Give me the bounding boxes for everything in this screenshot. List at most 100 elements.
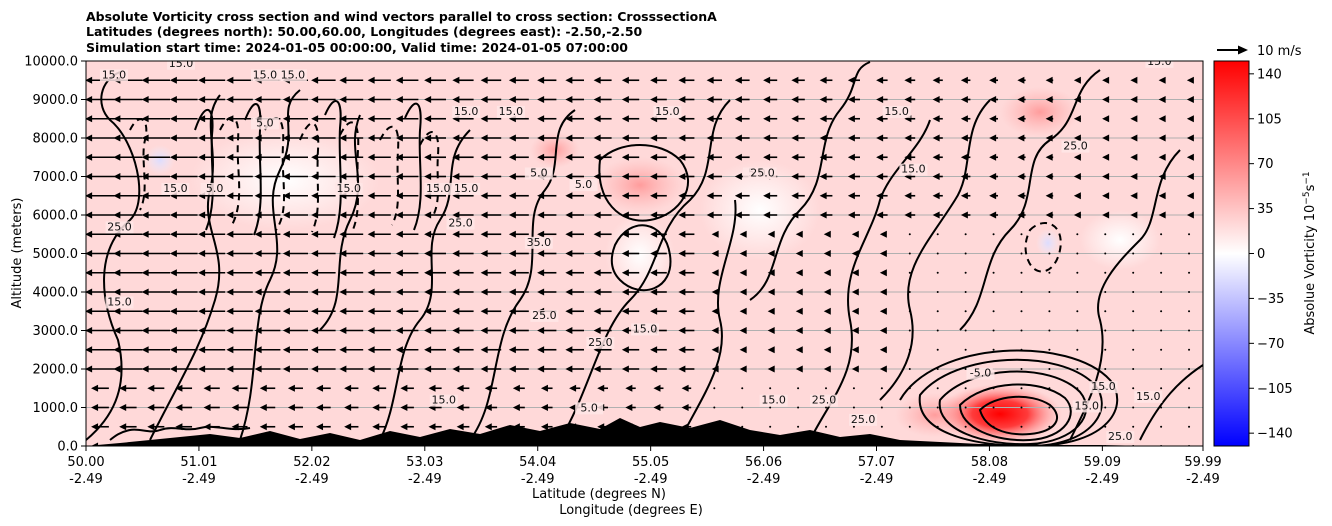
wind-vector-head bbox=[452, 211, 460, 219]
wind-vector-head bbox=[282, 192, 290, 200]
wind-vector-dot bbox=[1160, 503, 1162, 505]
wind-vector-head bbox=[989, 211, 997, 219]
wind-vector-head bbox=[1130, 76, 1138, 84]
wind-vector-head bbox=[91, 520, 98, 526]
wind-vector-head bbox=[86, 288, 93, 296]
wind-vector-head bbox=[147, 442, 155, 446]
wind-vector-head bbox=[1045, 153, 1053, 161]
wind-vector-head bbox=[141, 327, 149, 334]
wind-vector-head bbox=[847, 76, 855, 84]
wind-vector-head bbox=[650, 153, 658, 161]
contour-labels: 15.015.015.0 15.015.025.015.0 5.05.015.0 15… bbox=[99, 57, 1174, 444]
wind-vector-head bbox=[565, 211, 573, 219]
wind-vector-head bbox=[565, 327, 573, 334]
wind-vector-head bbox=[113, 153, 121, 161]
wind-vector-head bbox=[480, 288, 488, 296]
contour-label: 15.0 bbox=[454, 182, 479, 195]
wind-vector-head bbox=[169, 346, 177, 354]
wind-vector-head bbox=[141, 365, 149, 373]
wind-vector-head bbox=[344, 442, 352, 446]
wind-vector-head bbox=[565, 192, 573, 200]
wind-vector-dot bbox=[853, 522, 855, 524]
wind-vector-head bbox=[254, 327, 262, 334]
wind-vector-head bbox=[86, 115, 93, 123]
wind-vector-head bbox=[508, 269, 516, 277]
contour-label: 25.0 bbox=[107, 220, 132, 233]
wind-vector-head bbox=[282, 269, 290, 277]
wind-vector-head bbox=[282, 96, 290, 103]
wind-vector-head bbox=[339, 96, 347, 103]
wind-vector-head bbox=[204, 520, 211, 526]
wind-vector-head bbox=[287, 442, 295, 446]
wind-vector-head bbox=[147, 404, 155, 411]
wind-vector-head bbox=[678, 269, 686, 277]
wind-vector-head bbox=[457, 500, 464, 507]
wind-vector-head bbox=[452, 173, 460, 180]
wind-vector-head bbox=[621, 269, 629, 277]
wind-vector-head bbox=[169, 153, 177, 161]
wind-vector-head bbox=[395, 250, 403, 257]
wind-vector-head bbox=[175, 404, 183, 411]
wind-vector-dot bbox=[965, 522, 967, 524]
wind-vector-head bbox=[452, 250, 460, 257]
wind-vector-dot bbox=[769, 425, 772, 428]
wind-vector-dot bbox=[1188, 348, 1191, 351]
wind-vector-dot bbox=[1048, 271, 1051, 274]
contour-label-bg bbox=[105, 296, 134, 309]
wind-vector-dot bbox=[1160, 329, 1163, 332]
wind-vector-head bbox=[424, 211, 432, 219]
contour-label-bg bbox=[161, 182, 190, 195]
contour-label-bg bbox=[575, 402, 604, 415]
chart-title-line-1: Absolute Vorticity cross section and win… bbox=[86, 9, 717, 24]
colorbar-tick-label: −35 bbox=[1257, 292, 1284, 307]
wind-vector-dot bbox=[853, 464, 855, 466]
wind-vector-dot bbox=[936, 233, 939, 236]
wind-vector-dot bbox=[1132, 310, 1135, 313]
wind-vector-head bbox=[311, 327, 319, 334]
wind-vector-dot bbox=[825, 425, 828, 428]
wind-vector-head bbox=[367, 115, 375, 123]
wind-vector-dot bbox=[880, 387, 883, 390]
wind-vector-head bbox=[169, 250, 177, 257]
wind-vector-head bbox=[1017, 173, 1025, 180]
wind-vector-head bbox=[226, 192, 234, 200]
wind-vector-dot bbox=[992, 271, 995, 274]
wind-vector-dot bbox=[797, 522, 799, 524]
wind-vector-dot bbox=[936, 348, 939, 351]
x-tick-label-lat: 57.07 bbox=[858, 455, 895, 470]
wind-vector-head bbox=[452, 327, 460, 334]
wind-vector-head bbox=[91, 500, 98, 507]
wind-vector-head bbox=[847, 115, 855, 123]
wind-vector-dot bbox=[964, 310, 967, 313]
y-tick-label: 10000.0 bbox=[24, 55, 78, 70]
wind-vector-head bbox=[851, 269, 859, 277]
wind-vector-dot bbox=[1076, 484, 1078, 486]
wind-vector-head bbox=[484, 442, 492, 446]
wind-vectors bbox=[86, 76, 1194, 526]
colorbar-ticks: 140 105 70 35 0 −35 −70 −105 −140 bbox=[1249, 67, 1293, 442]
wind-vector-head bbox=[452, 288, 460, 296]
wind-vector-head bbox=[819, 173, 827, 180]
wind-vector-dot bbox=[853, 503, 855, 505]
wind-vector-head bbox=[650, 250, 658, 257]
wind-vector-head bbox=[795, 230, 803, 238]
wind-vector-head bbox=[282, 288, 290, 296]
wind-vector-head bbox=[113, 192, 121, 200]
contour-label: 15.0 bbox=[884, 105, 909, 118]
wind-vector-dot bbox=[908, 233, 911, 236]
wind-vector-head bbox=[653, 442, 661, 446]
wind-vector-dot bbox=[1188, 233, 1191, 236]
wind-vector-head bbox=[823, 346, 831, 354]
wind-vector-head bbox=[424, 307, 432, 315]
wind-vector-head bbox=[876, 153, 884, 161]
wind-vector-head bbox=[316, 500, 323, 507]
wind-vector-head bbox=[682, 481, 689, 488]
wind-vector-head bbox=[512, 384, 520, 392]
y-tick-label: 3000.0 bbox=[33, 324, 79, 339]
wind-vector-head bbox=[508, 76, 516, 84]
wind-vector-head bbox=[344, 404, 352, 411]
wind-vector-head bbox=[282, 173, 290, 180]
contour-label: 15.0 bbox=[169, 57, 194, 70]
wind-vector-dot bbox=[937, 464, 939, 466]
contour-label-bg bbox=[1061, 140, 1090, 153]
